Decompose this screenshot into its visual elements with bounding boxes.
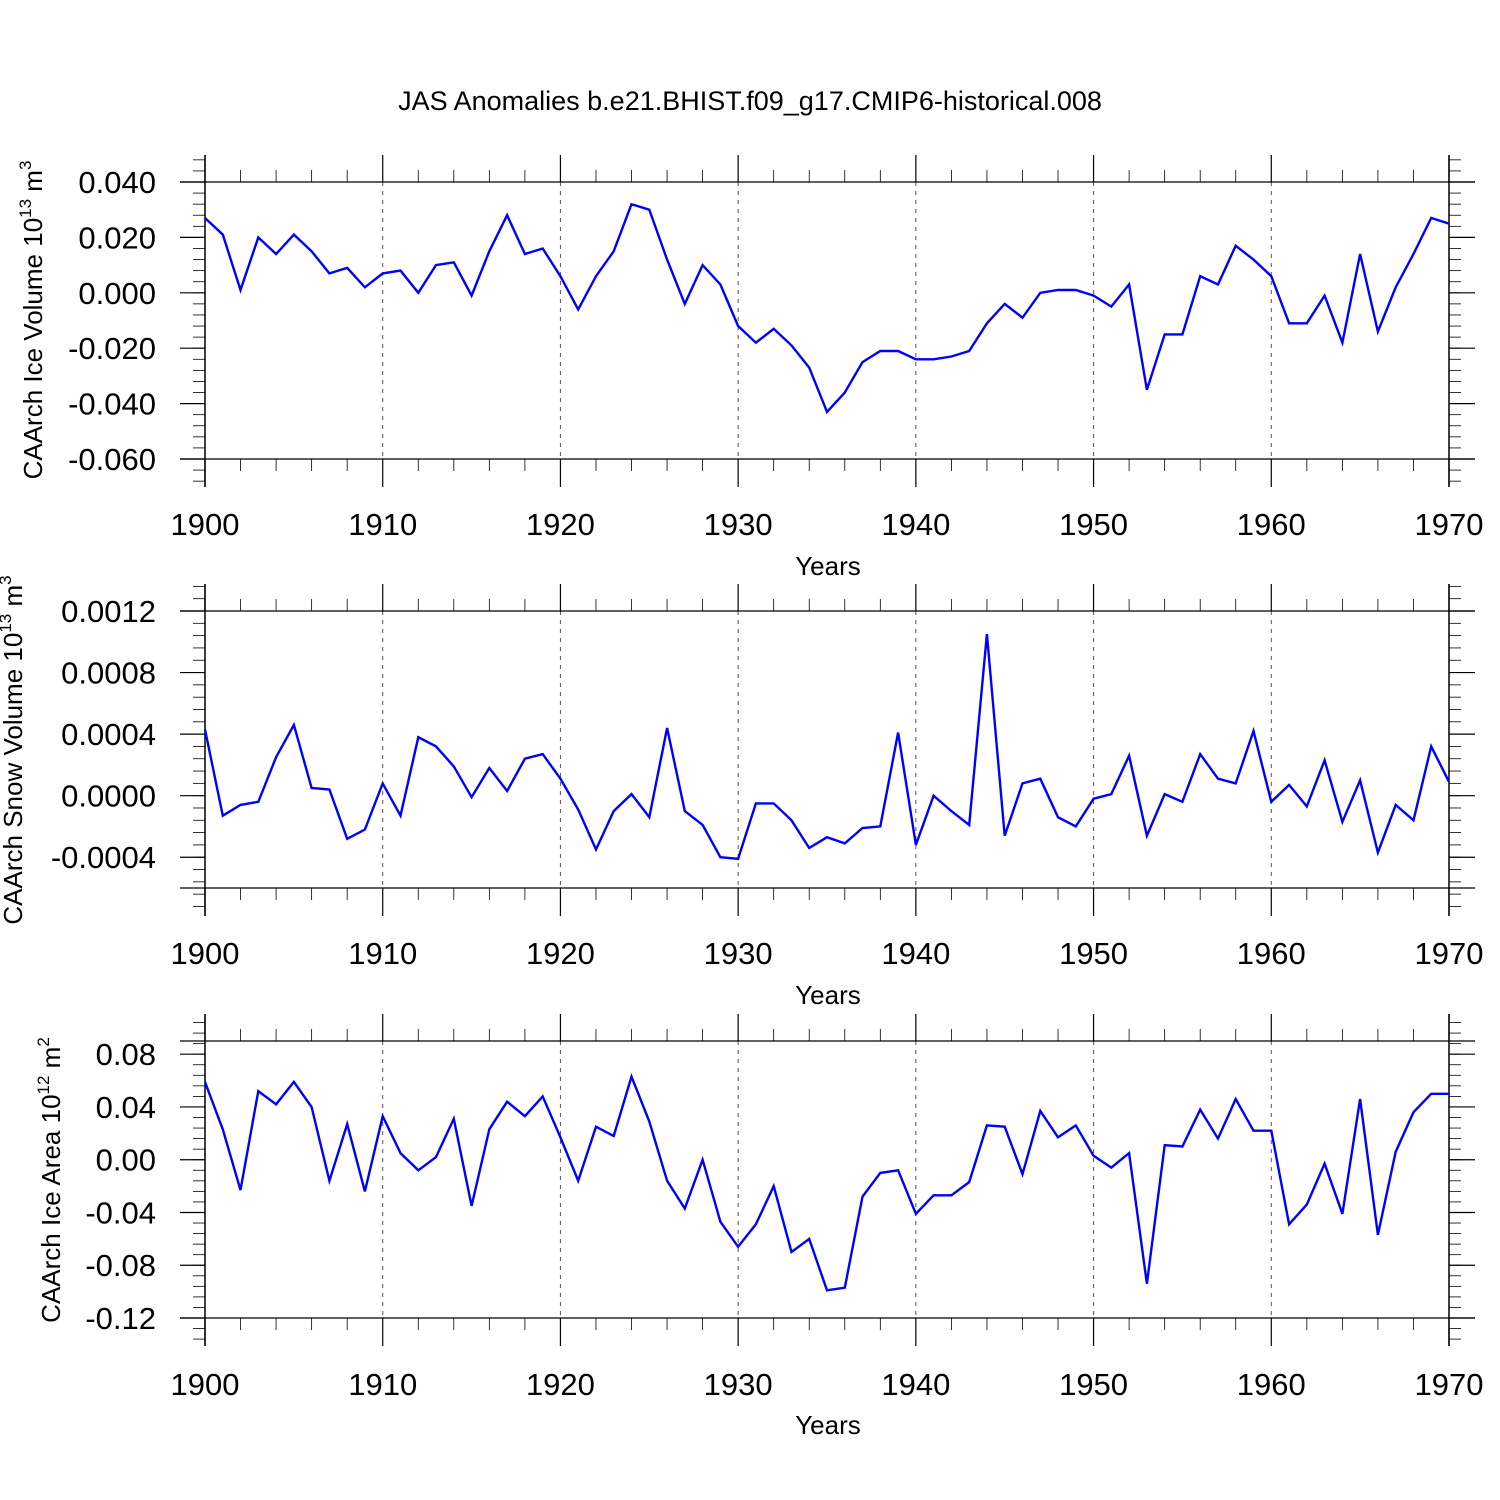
series-line — [203, 633, 1451, 861]
y-tick-label: -0.020 — [68, 331, 156, 366]
panel-3: 0.08 0.04 0.00 -0.04 -0.08 -0.12 1900 1910 1920 1… — [34, 1014, 1483, 1440]
panel-1: 0.040 0.020 0.000 -0.020 -0.040 -0.060 1900 191… — [16, 155, 1483, 581]
y-tick-label: -0.12 — [85, 1301, 156, 1336]
x-tick-label: 1960 — [1237, 1367, 1306, 1402]
x-tick-label: 1970 — [1415, 507, 1484, 542]
y-tick-label: -0.040 — [68, 387, 156, 422]
y-tick-label: -0.04 — [85, 1195, 156, 1230]
y-tick-label: -0.0004 — [51, 840, 156, 875]
y-tick-label: 0.0012 — [61, 594, 156, 629]
y-tick-label: -0.060 — [68, 442, 156, 477]
y-tick-label: 0.08 — [96, 1037, 156, 1072]
x-tick-label: 1910 — [348, 507, 417, 542]
x-tick-label: 1970 — [1415, 936, 1484, 971]
x-tick-label: 1940 — [881, 936, 950, 971]
x-tick-label: 1900 — [171, 507, 240, 542]
x-tick-label: 1920 — [526, 1367, 595, 1402]
y-axis-label: CAArch Ice Area 1012 m2 — [34, 1037, 66, 1323]
y-tick-label: 0.0004 — [61, 717, 156, 752]
x-tick-label: 1960 — [1237, 507, 1306, 542]
x-tick-label: 1910 — [348, 936, 417, 971]
x-tick-label: 1950 — [1059, 936, 1128, 971]
x-axis-label: Years — [795, 551, 861, 581]
y-tick-label: 0.00 — [96, 1143, 156, 1178]
x-tick-label: 1910 — [348, 1367, 417, 1402]
x-tick-label: 1950 — [1059, 1367, 1128, 1402]
y-tick-label: 0.0008 — [61, 656, 156, 691]
y-axis-label: CAArch Ice Volume 1013 m3 — [16, 161, 48, 480]
y-tick-label: 0.000 — [78, 276, 156, 311]
x-tick-label: 1970 — [1415, 1367, 1484, 1402]
x-tick-label: 1930 — [704, 1367, 773, 1402]
figure-title: JAS Anomalies b.e21.BHIST.f09_g17.CMIP6-… — [398, 86, 1102, 116]
x-tick-label: 1930 — [704, 936, 773, 971]
y-tick-label: 0.040 — [78, 165, 156, 200]
x-tick-label: 1940 — [881, 1367, 950, 1402]
series-line — [203, 1072, 1449, 1292]
x-axis-label: Years — [795, 1410, 861, 1440]
y-tick-label: 0.020 — [78, 220, 156, 255]
y-axis-label: CAArch Snow Volume 1013 m3 — [0, 575, 28, 924]
y-tick-label: 0.04 — [96, 1090, 156, 1125]
x-tick-label: 1930 — [704, 507, 773, 542]
x-tick-label: 1920 — [526, 507, 595, 542]
panel-2: 0.0012 0.0008 0.0004 0.0000 -0.0004 1900 1910 1… — [0, 575, 1483, 1010]
x-tick-label: 1960 — [1237, 936, 1306, 971]
x-tick-label: 1900 — [171, 1367, 240, 1402]
x-tick-label: 1950 — [1059, 507, 1128, 542]
y-tick-label: 0.0000 — [61, 779, 156, 814]
x-tick-label: 1900 — [171, 936, 240, 971]
series-line — [204, 202, 1450, 415]
y-tick-label: -0.08 — [85, 1248, 156, 1283]
x-tick-label: 1940 — [881, 507, 950, 542]
panels: 0.040 0.020 0.000 -0.020 -0.040 -0.060 1900 191… — [0, 155, 1483, 1440]
x-tick-label: 1920 — [526, 936, 595, 971]
x-axis-label: Years — [795, 980, 861, 1010]
